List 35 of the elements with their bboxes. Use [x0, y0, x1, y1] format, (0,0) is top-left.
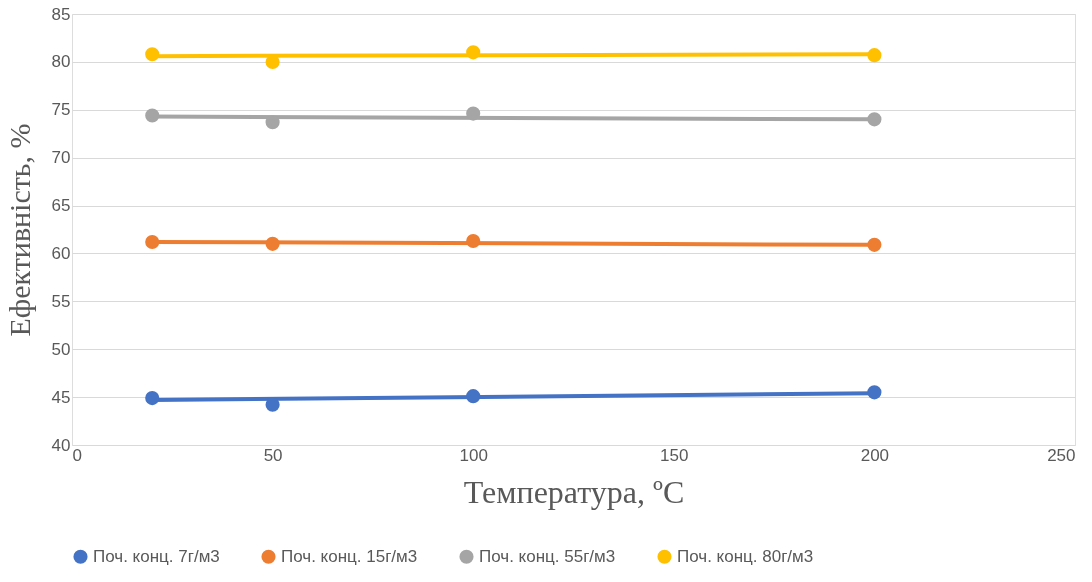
x-tick-label: 0 [72, 445, 82, 465]
y-tick-label: 40 [51, 435, 71, 455]
point [466, 45, 481, 60]
point [145, 47, 160, 62]
y-tick-label: 75 [51, 100, 71, 120]
y-tick-label: 80 [51, 52, 71, 72]
point [265, 236, 280, 251]
point [145, 108, 160, 123]
y-tick-label: 65 [51, 196, 71, 216]
y-tick-label: 50 [51, 339, 71, 359]
x-tick-label: 200 [860, 445, 890, 465]
y-tick-label: 70 [51, 148, 71, 168]
legend-label: Поч. конц. 15г/м3 [281, 546, 418, 566]
y-axis-title: Ефективність, % [2, 123, 36, 337]
x-tick-label: 250 [1047, 445, 1076, 465]
point [867, 385, 882, 400]
point [867, 48, 882, 63]
x-tick-label: 100 [459, 445, 488, 465]
point [466, 106, 481, 121]
x-axis-title: Температура, ºС [463, 473, 685, 510]
x-tick-label: 150 [660, 445, 689, 465]
x-tick-label: 50 [263, 445, 283, 465]
point [145, 391, 160, 406]
point [466, 233, 481, 249]
y-tick-label: 85 [51, 4, 71, 24]
y-tick-label: 45 [51, 387, 71, 407]
y-tick-label: 60 [51, 243, 71, 263]
point [145, 234, 160, 250]
point [867, 112, 882, 127]
legend-label: Поч. конц. 7г/м3 [93, 546, 220, 566]
legend-label: Поч. конц. 80г/м3 [677, 546, 814, 566]
legend-label: Поч. конц. 55г/м3 [479, 546, 616, 566]
point [867, 237, 882, 252]
y-tick-label: 55 [51, 291, 71, 311]
point [466, 389, 481, 404]
